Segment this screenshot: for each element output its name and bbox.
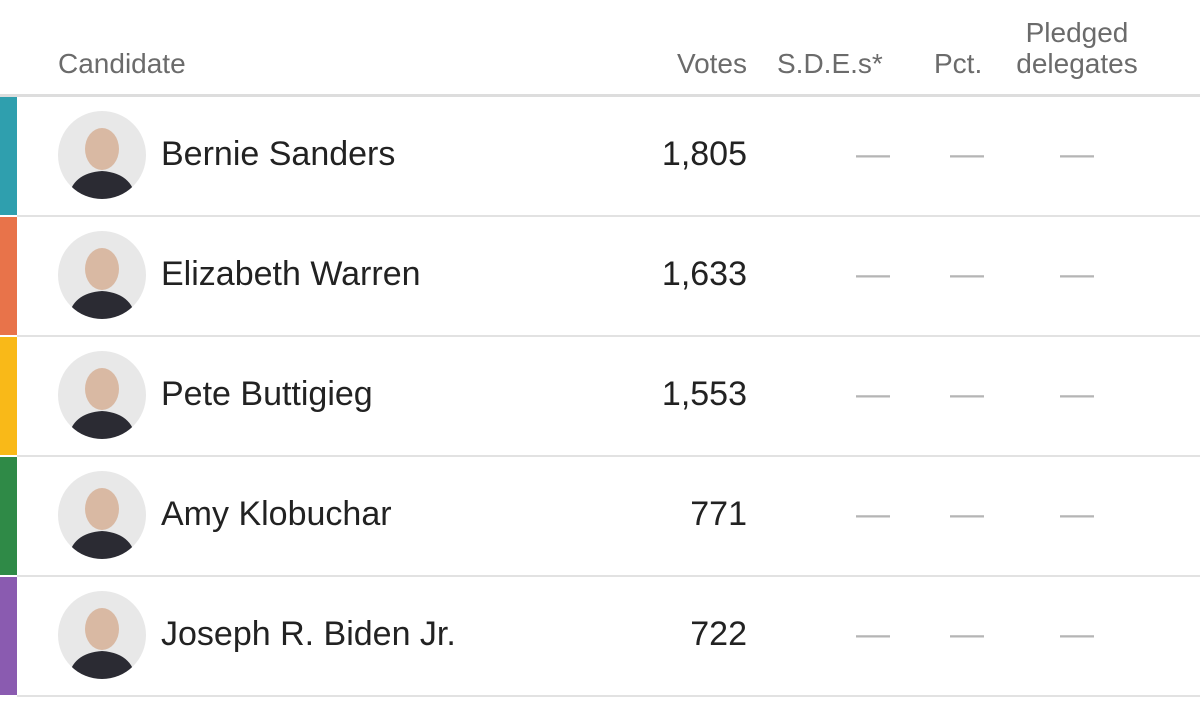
candidate-name: Elizabeth Warren bbox=[161, 255, 421, 293]
photo-silhouette bbox=[68, 608, 136, 679]
header-votes: Votes bbox=[676, 48, 747, 79]
row-color-bar bbox=[0, 577, 17, 695]
sdes-value: — bbox=[856, 255, 890, 293]
pledged-value: — bbox=[1060, 255, 1094, 293]
header-sdes: S.D.E.s* bbox=[777, 48, 883, 79]
votes: 1,633 bbox=[661, 255, 747, 293]
votes: 771 bbox=[690, 495, 747, 533]
sdes-value: — bbox=[856, 375, 890, 413]
candidate-photo bbox=[58, 471, 146, 559]
row-divider bbox=[17, 575, 1200, 577]
sdes-value: — bbox=[856, 615, 890, 653]
pct-value: — bbox=[950, 255, 984, 293]
photo-silhouette bbox=[68, 248, 136, 319]
row-color-bar bbox=[0, 337, 17, 455]
row-divider bbox=[17, 695, 1200, 697]
sdes-value: — bbox=[856, 495, 890, 533]
pct-value: — bbox=[950, 135, 984, 173]
photo-silhouette bbox=[68, 488, 136, 559]
votes: 1,553 bbox=[661, 375, 747, 413]
candidate-photo bbox=[58, 111, 146, 199]
pct-value: — bbox=[950, 615, 984, 653]
row-color-bar bbox=[0, 457, 17, 575]
candidate-photo bbox=[58, 351, 146, 439]
header-rule bbox=[0, 94, 1200, 97]
sdes-value: — bbox=[856, 135, 890, 173]
row-divider bbox=[17, 455, 1200, 457]
row-divider bbox=[17, 335, 1200, 337]
candidate-photo bbox=[58, 591, 146, 679]
candidate-name: Pete Buttigieg bbox=[161, 375, 373, 413]
photo-silhouette bbox=[68, 368, 136, 439]
header-candidate: Candidate bbox=[58, 48, 186, 79]
header-pledged: Pledged delegates bbox=[1016, 17, 1138, 79]
candidate-photo bbox=[58, 231, 146, 319]
pct-value: — bbox=[950, 495, 984, 533]
row-divider bbox=[17, 215, 1200, 217]
candidate-name: Amy Klobuchar bbox=[161, 495, 392, 533]
votes: 722 bbox=[690, 615, 747, 653]
pledged-value: — bbox=[1060, 495, 1094, 533]
candidate-name: Joseph R. Biden Jr. bbox=[161, 615, 456, 653]
header-pct: Pct. bbox=[934, 48, 983, 79]
photo-silhouette bbox=[68, 128, 136, 199]
row-color-bar bbox=[0, 217, 17, 335]
votes: 1,805 bbox=[661, 135, 747, 173]
row-color-bar bbox=[0, 97, 17, 215]
pledged-value: — bbox=[1060, 375, 1094, 413]
pct-value: — bbox=[950, 375, 984, 413]
pledged-value: — bbox=[1060, 135, 1094, 173]
candidate-name: Bernie Sanders bbox=[161, 135, 396, 173]
pledged-value: — bbox=[1060, 615, 1094, 653]
